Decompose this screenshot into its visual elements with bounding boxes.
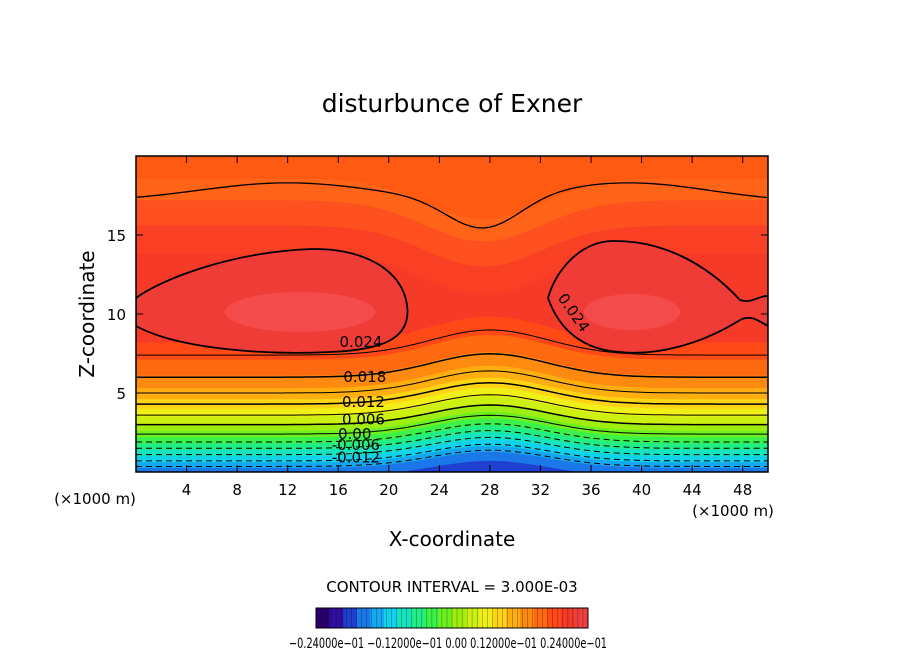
- contour-line-positive: [136, 404, 768, 426]
- x-tick-label: 16: [329, 481, 348, 499]
- x-tick-label: 48: [733, 481, 752, 499]
- colorbar-swatch: [438, 608, 453, 628]
- contour-interval-note: CONTOUR INTERVAL = 3.000E-03: [326, 578, 577, 596]
- contour-band: [136, 460, 768, 472]
- contour-lines: [136, 182, 768, 467]
- plot-area: [136, 156, 768, 472]
- y-axis-unit: (×1000 m): [54, 490, 136, 508]
- colorbar: [315, 608, 589, 628]
- contour-line-0.024-left: [136, 248, 409, 354]
- colorbar-swatch: [465, 608, 480, 628]
- colorbar-swatch: [384, 608, 398, 628]
- colorbar-swatch: [492, 608, 507, 628]
- y-axis-ticks: 5 10 15: [107, 227, 768, 403]
- x-axis-ticks: 4 8 12 16 20 24 28 32 36 40 44 48: [182, 156, 752, 499]
- contour-line-positive: [136, 329, 768, 356]
- contour-label: 0.018: [343, 368, 386, 386]
- left-core: [225, 292, 375, 332]
- x-tick-label: 44: [683, 481, 702, 499]
- contour-label: -0.006: [332, 436, 380, 454]
- y-tick-label: 10: [107, 306, 126, 324]
- colorbar-swatch: [356, 608, 371, 628]
- colorbar-swatch: [479, 608, 494, 628]
- x-tick-label: 24: [430, 481, 449, 499]
- contour-label: 0.00: [338, 425, 371, 443]
- colorbar-swatch: [506, 608, 521, 628]
- colorbar-swatch: [329, 608, 344, 628]
- contour-line-negative: [136, 443, 768, 462]
- x-tick-label: 28: [480, 481, 499, 499]
- x-tick-label: 12: [278, 481, 297, 499]
- maximum-regions: [136, 240, 768, 353]
- contour-line-positive: [136, 370, 768, 394]
- contour-line-positive: [136, 394, 768, 416]
- colorbar-tick-labels: −0.24000e−01 −0.12000e−01 0.00 0.12000e−…: [289, 636, 607, 652]
- contour-line-positive: [136, 353, 768, 378]
- x-tick-label: 20: [379, 481, 398, 499]
- contour-line-upper: [136, 182, 768, 229]
- contour-label: 0.012: [342, 393, 385, 411]
- colorbar-swatch: [397, 608, 412, 628]
- contour-line-negative: [136, 449, 768, 467]
- contour-line-positive: [136, 414, 768, 435]
- contour-label: 0.006: [342, 411, 385, 429]
- contour-band: [136, 451, 768, 472]
- y-tick-label: 15: [107, 227, 126, 245]
- y-axis-label: Z-coordinate: [75, 250, 99, 377]
- x-tick-label: 4: [182, 481, 192, 499]
- x-tick-label: 8: [232, 481, 242, 499]
- contour-line-negative: [136, 423, 768, 443]
- colorbar-swatch: [370, 608, 385, 628]
- colorbar-swatch: [452, 608, 466, 628]
- chart-title: disturbunce of Exner: [322, 89, 583, 118]
- colorbar-swatch: [547, 608, 562, 628]
- x-tick-label: 40: [632, 481, 651, 499]
- contour-line-positive: [136, 382, 768, 405]
- right-core: [584, 294, 680, 330]
- colorbar-swatch: [343, 608, 358, 628]
- contour-line-negative: [136, 436, 768, 456]
- y-tick-label: 5: [116, 385, 126, 403]
- contour-line-0.024-right: [547, 240, 768, 354]
- colorbar-swatch: [520, 608, 534, 628]
- colorbar-frame: [315, 607, 589, 629]
- x-axis-label: X-coordinate: [389, 527, 516, 551]
- contour-label: -0.012: [332, 449, 380, 467]
- colorbar-swatch: [316, 608, 330, 628]
- colorbar-swatch: [533, 608, 548, 628]
- colorbar-swatch: [574, 608, 589, 628]
- colorbar-swatch: [411, 608, 426, 628]
- x-tick-label: 32: [531, 481, 550, 499]
- contour-line-negative: [136, 430, 768, 449]
- x-axis-unit: (×1000 m): [692, 502, 774, 520]
- contour-label: 0.024: [340, 333, 383, 351]
- x-tick-label: 36: [581, 481, 600, 499]
